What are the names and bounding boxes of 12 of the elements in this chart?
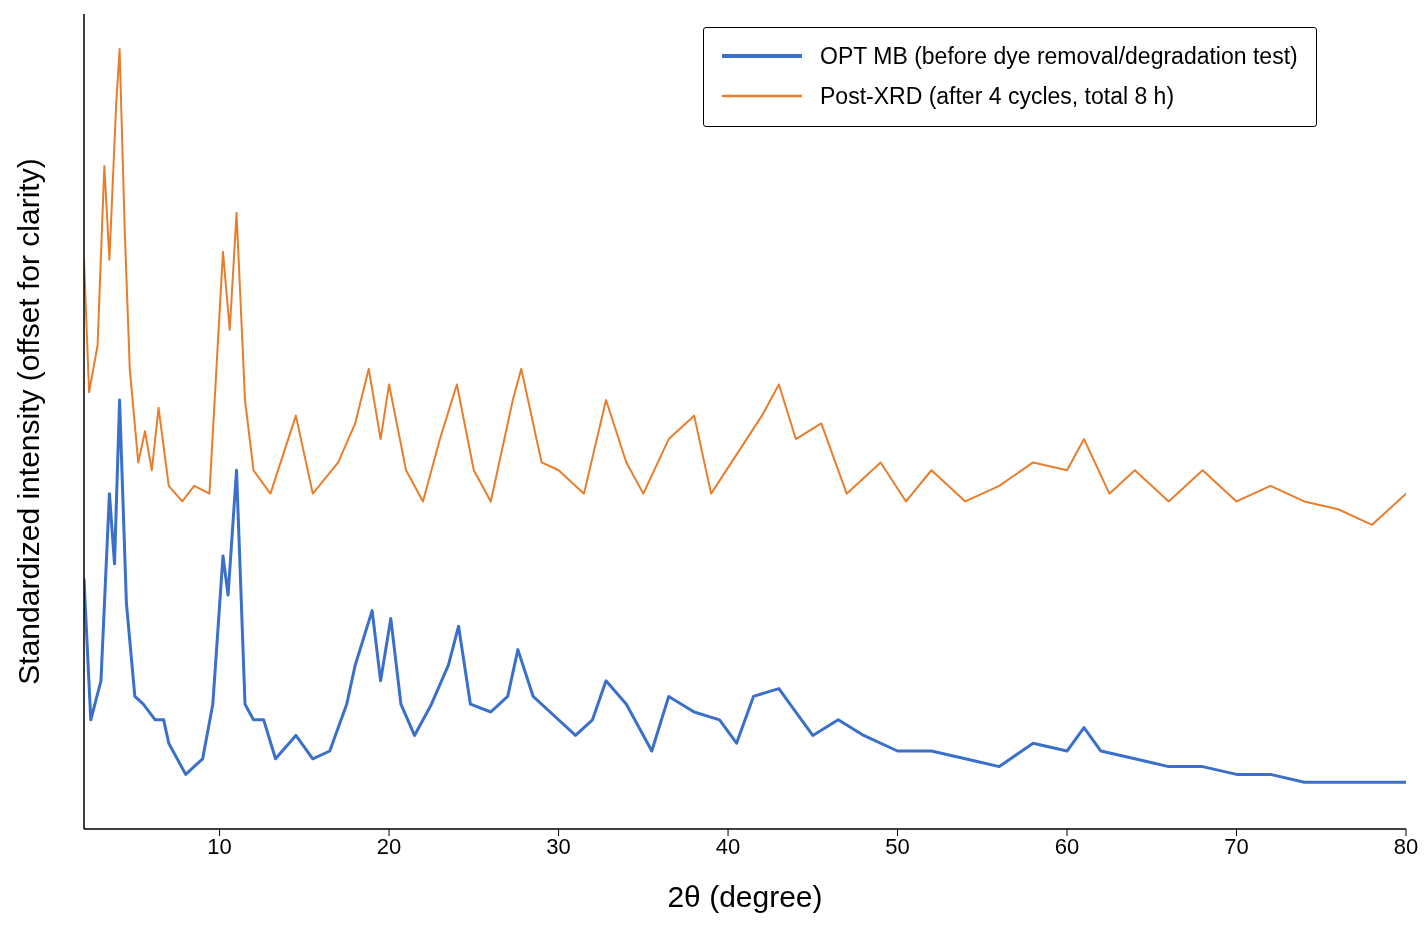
x-tick-label: 20: [376, 833, 402, 859]
legend-label: Post-XRD (after 4 cycles, total 8 h): [820, 82, 1175, 111]
x-tick-label: 10: [207, 833, 232, 859]
legend-label: OPT MB (before dye removal/degradation test): [820, 42, 1298, 71]
x-tick-label: 30: [546, 833, 571, 859]
x-tick-label: 40: [715, 833, 741, 859]
x-tick-label: 50: [885, 833, 910, 859]
x-tick-label: 70: [1224, 833, 1249, 859]
x-axis-title: 2θ (degree): [667, 880, 823, 913]
y-axis-title: Standardized intensity (offset for clarity): [11, 158, 45, 685]
x-tick-label: 80: [1393, 833, 1419, 859]
x-tick-label: 60: [1054, 833, 1080, 859]
